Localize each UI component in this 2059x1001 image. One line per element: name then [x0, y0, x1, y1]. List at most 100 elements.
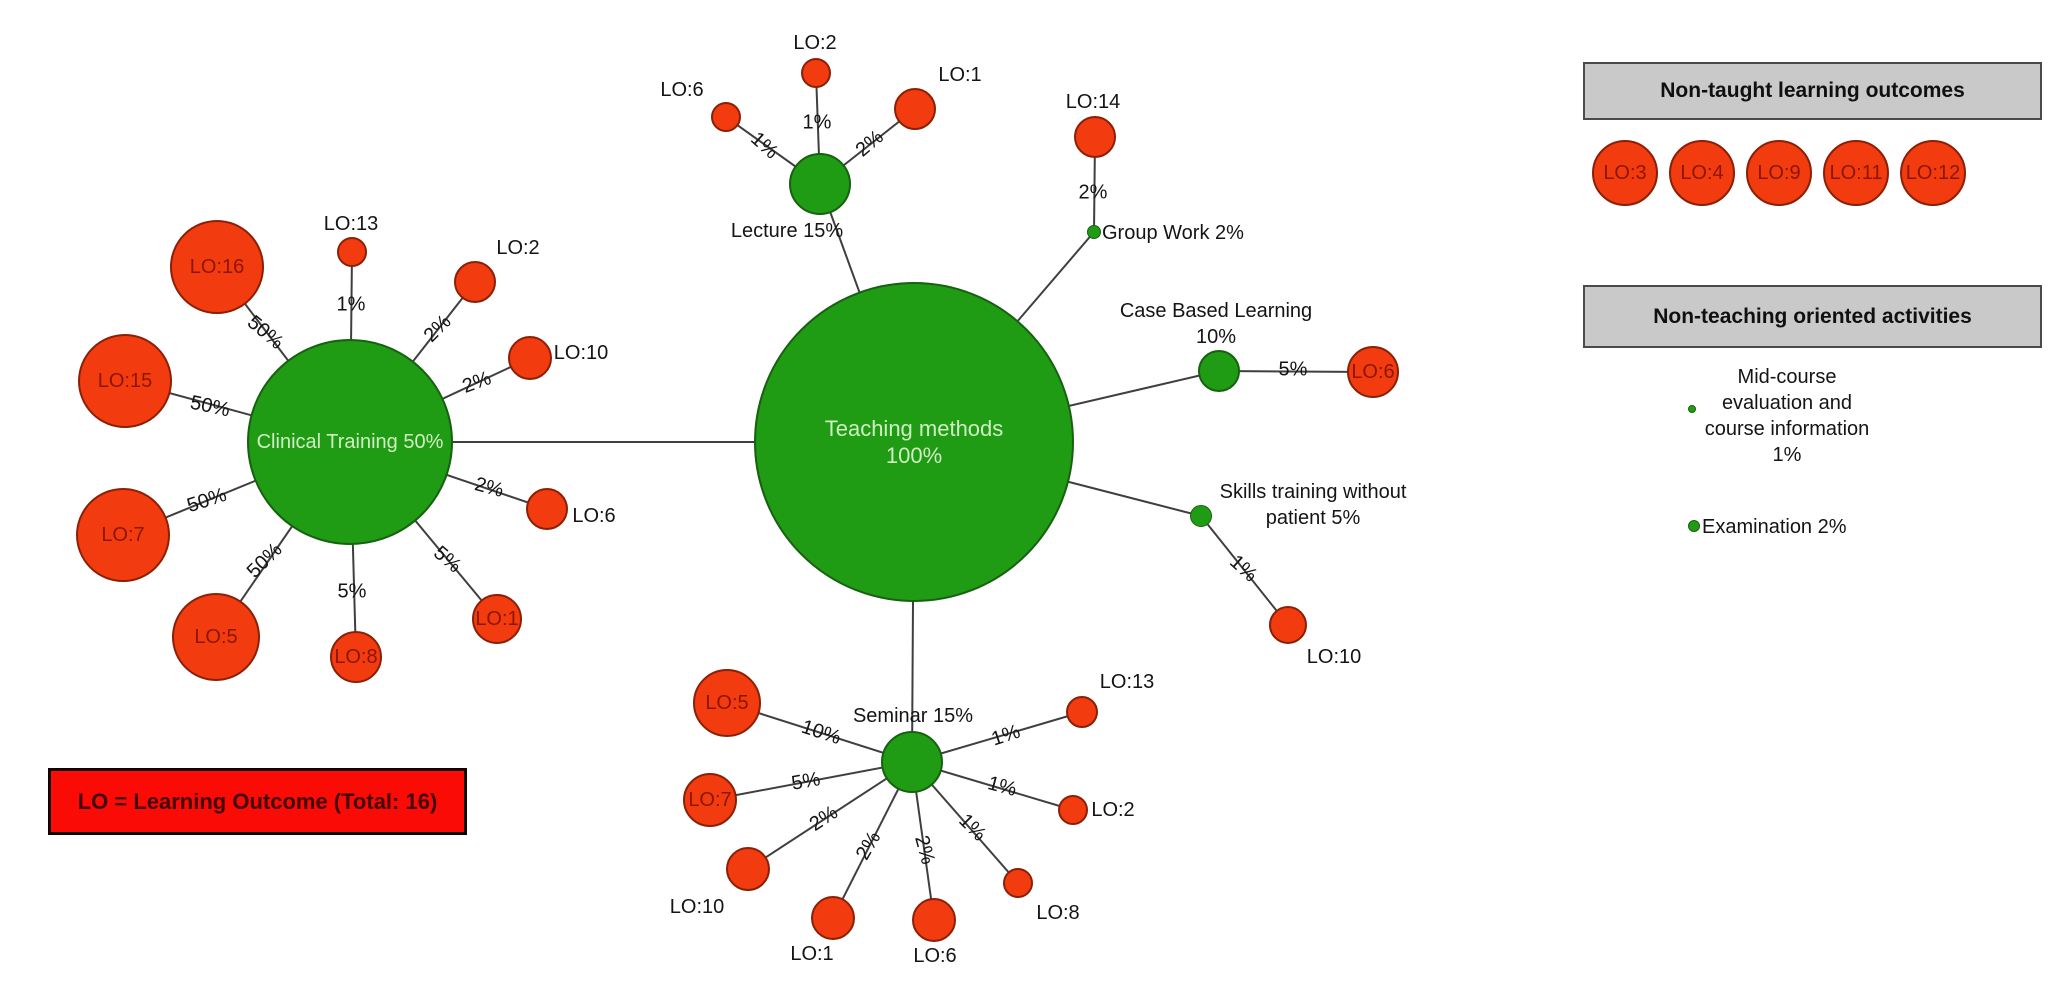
edge-label-seminar-lo13s: 1%: [988, 720, 1023, 751]
mid-course-label: Mid-course evaluation and course informa…: [1704, 366, 1870, 466]
node-lo10c: [508, 336, 552, 380]
node-lo10s: [1269, 606, 1307, 644]
edge-label-lecture-lo1l: 2%: [851, 125, 888, 162]
edge-label-seminar-lo2s: 1%: [985, 772, 1019, 801]
node-label-groupwork: Group Work 2%: [1102, 222, 1244, 244]
node-label-lo1l: LO:1: [938, 64, 982, 86]
legend-outcome-lo9: LO:9: [1746, 140, 1812, 206]
node-label-lo10s: LO:10: [1306, 646, 1362, 668]
edge-label-lecture-lo2l: 1%: [802, 111, 832, 134]
node-lo6l: [711, 102, 741, 132]
node-label-lo8s: LO:8: [1036, 902, 1080, 924]
node-label-lecture: Lecture 15%: [730, 220, 844, 242]
node-lo1s: [811, 896, 855, 940]
legend-non-taught-circles: LO:3 LO:4 LO:9 LO:11 LO:12: [1592, 140, 1966, 206]
legend-outcome-lo4: LO:4: [1669, 140, 1735, 206]
edge-label-clinical-lo10c: 2%: [459, 367, 495, 398]
node-lo8c: LO:8: [330, 631, 382, 683]
node-seminar: [881, 731, 943, 793]
node-clinical: Clinical Training 50%: [247, 339, 453, 545]
node-skills: [1190, 505, 1212, 527]
node-label-lo6s: LO:6: [913, 945, 957, 967]
edge-label-seminar-lo1s: 2%: [851, 827, 886, 864]
edge-label-clinical-lo15c: 50%: [188, 391, 232, 422]
edge-skills-lo10s: [1200, 515, 1289, 626]
node-lo8s: [1003, 868, 1033, 898]
examination-label: Examination 2%: [1702, 516, 1847, 538]
node-label-lo14: LO:14: [1065, 91, 1121, 113]
legend-outcome-lo12: LO:12: [1900, 140, 1966, 206]
node-label-cbl: Case Based Learning 10%: [1119, 300, 1313, 348]
node-groupwork: [1087, 225, 1101, 239]
node-label-lo10c: LO:10: [553, 342, 609, 364]
node-lo6s: [912, 898, 956, 942]
node-label-lo6l: LO:6: [660, 79, 704, 101]
node-label-lo6c: LO:6: [572, 505, 616, 527]
mid-course-dot: [1688, 405, 1696, 413]
node-label-lo2l: LO:2: [793, 32, 837, 54]
edge-label-skills-lo10s: 1%: [1225, 550, 1262, 587]
node-label-lo2c: LO:2: [496, 237, 540, 259]
node-lo1c: LO:1: [472, 594, 522, 644]
node-label-lo13c: LO:13: [323, 213, 379, 235]
edge-label-clinical-lo7c: 50%: [184, 483, 230, 518]
node-label-seminar: Seminar 15%: [852, 705, 974, 727]
node-lo10sem: [726, 847, 770, 891]
node-lo14: [1074, 116, 1116, 158]
node-lo6cb: LO:6: [1347, 346, 1399, 398]
node-label-lo8c: LO:8: [334, 645, 378, 668]
node-label-skills: Skills training without patient 5%: [1219, 481, 1407, 529]
node-lo2l: [801, 58, 831, 88]
edge-label-seminar-lo7s: 5%: [789, 768, 823, 795]
edge-label-clinical-lo6c: 2%: [472, 473, 506, 502]
edge-label-clinical-lo1c: 5%: [429, 541, 466, 578]
lo-definition-box: LO = Learning Outcome (Total: 16): [48, 768, 467, 835]
node-label-lo6cb: LO:6: [1351, 360, 1395, 383]
node-lo15c: LO:15: [78, 334, 172, 428]
node-cbl: [1198, 350, 1240, 392]
edge-label-clinical-lo5c: 50%: [242, 538, 287, 583]
node-label-teaching: Teaching methods 100%: [824, 415, 1004, 469]
node-lo1l: [894, 88, 936, 130]
edge-label-lecture-lo6l: 1%: [746, 127, 783, 164]
node-lo13c: [337, 237, 367, 267]
edge-seminar-lo10sem: [747, 761, 913, 870]
node-label-lo5s: LO:5: [705, 691, 749, 714]
legend-outcome-lo11: LO:11: [1823, 140, 1889, 206]
edge-label-seminar-lo8s: 1%: [954, 809, 991, 846]
node-label-lo15c: LO:15: [97, 369, 153, 392]
node-lo6c: [526, 488, 568, 530]
node-label-lo1c: LO:1: [475, 607, 519, 630]
node-lo5s: LO:5: [693, 669, 761, 737]
edge-label-clinical-lo2c: 2%: [419, 310, 456, 347]
edge-label-clinical-lo13c: 1%: [336, 293, 366, 316]
node-label-lo7s: LO:7: [688, 788, 732, 811]
node-lo5c: LO:5: [172, 593, 260, 681]
edge-label-clinical-lo16c: 50%: [242, 311, 288, 354]
node-label-lo10sem: LO:10: [669, 896, 725, 918]
node-label-lo13s: LO:13: [1099, 671, 1155, 693]
node-label-lo16c: LO:16: [189, 255, 245, 278]
edge-label-seminar-lo6s: 2%: [910, 833, 939, 867]
node-teaching: Teaching methods 100%: [754, 282, 1074, 602]
edge-seminar-lo7s: [709, 761, 913, 801]
node-lo7c: LO:7: [76, 488, 170, 582]
node-label-clinical: Clinical Training 50%: [256, 430, 444, 453]
node-lo2s: [1058, 795, 1088, 825]
legend-non-teaching-title: Non-teaching oriented activities: [1583, 285, 2042, 348]
node-lo7s: LO:7: [683, 773, 737, 827]
node-label-lo5c: LO:5: [194, 625, 238, 648]
node-lo2c: [454, 261, 496, 303]
node-label-lo1s: LO:1: [790, 943, 834, 965]
edge-label-clinical-lo8c: 5%: [337, 580, 367, 603]
node-label-lo7c: LO:7: [101, 523, 145, 546]
examination-dot: [1688, 520, 1700, 532]
node-label-lo2s: LO:2: [1091, 799, 1135, 821]
edge-label-groupwork-lo14: 2%: [1078, 181, 1108, 204]
edge-label-seminar-lo5s: 10%: [798, 715, 844, 750]
node-lecture: [789, 153, 851, 215]
legend-non-taught-title: Non-taught learning outcomes: [1583, 62, 2042, 120]
edge-label-cbl-lo6cb: 5%: [1278, 358, 1308, 381]
